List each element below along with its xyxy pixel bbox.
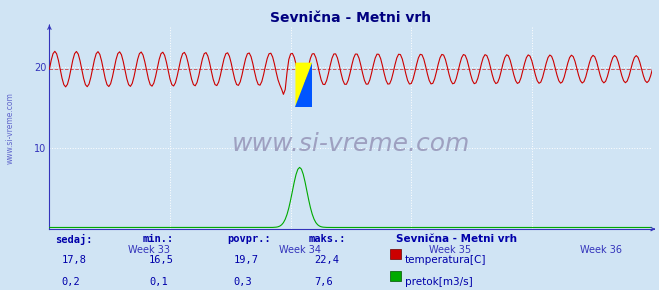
Text: 7,6: 7,6	[315, 277, 333, 287]
Text: 0,3: 0,3	[233, 277, 252, 287]
Polygon shape	[295, 63, 312, 107]
Text: 0,1: 0,1	[149, 277, 167, 287]
Text: 19,7: 19,7	[233, 255, 258, 264]
Text: min.:: min.:	[143, 234, 174, 244]
Title: Sevnična - Metni vrh: Sevnična - Metni vrh	[270, 11, 432, 25]
Text: 22,4: 22,4	[315, 255, 340, 264]
Text: 16,5: 16,5	[149, 255, 174, 264]
Text: Sevnična - Metni vrh: Sevnična - Metni vrh	[396, 234, 517, 244]
Text: pretok[m3/s]: pretok[m3/s]	[405, 277, 473, 287]
Text: Week 34: Week 34	[279, 245, 321, 255]
Text: povpr.:: povpr.:	[227, 234, 271, 244]
Polygon shape	[295, 63, 312, 107]
Text: 17,8: 17,8	[61, 255, 86, 264]
Text: 0,2: 0,2	[61, 277, 80, 287]
Text: maks.:: maks.:	[308, 234, 346, 244]
Bar	[390, 271, 401, 281]
Text: Week 33: Week 33	[128, 245, 170, 255]
Text: sedaj:: sedaj:	[55, 234, 93, 245]
Text: Week 35: Week 35	[430, 245, 471, 255]
Text: www.si-vreme.com: www.si-vreme.com	[232, 132, 470, 156]
Text: Week 36: Week 36	[580, 245, 622, 255]
Text: temperatura[C]: temperatura[C]	[405, 255, 487, 264]
Text: www.si-vreme.com: www.si-vreme.com	[6, 92, 14, 164]
Bar	[390, 249, 401, 259]
